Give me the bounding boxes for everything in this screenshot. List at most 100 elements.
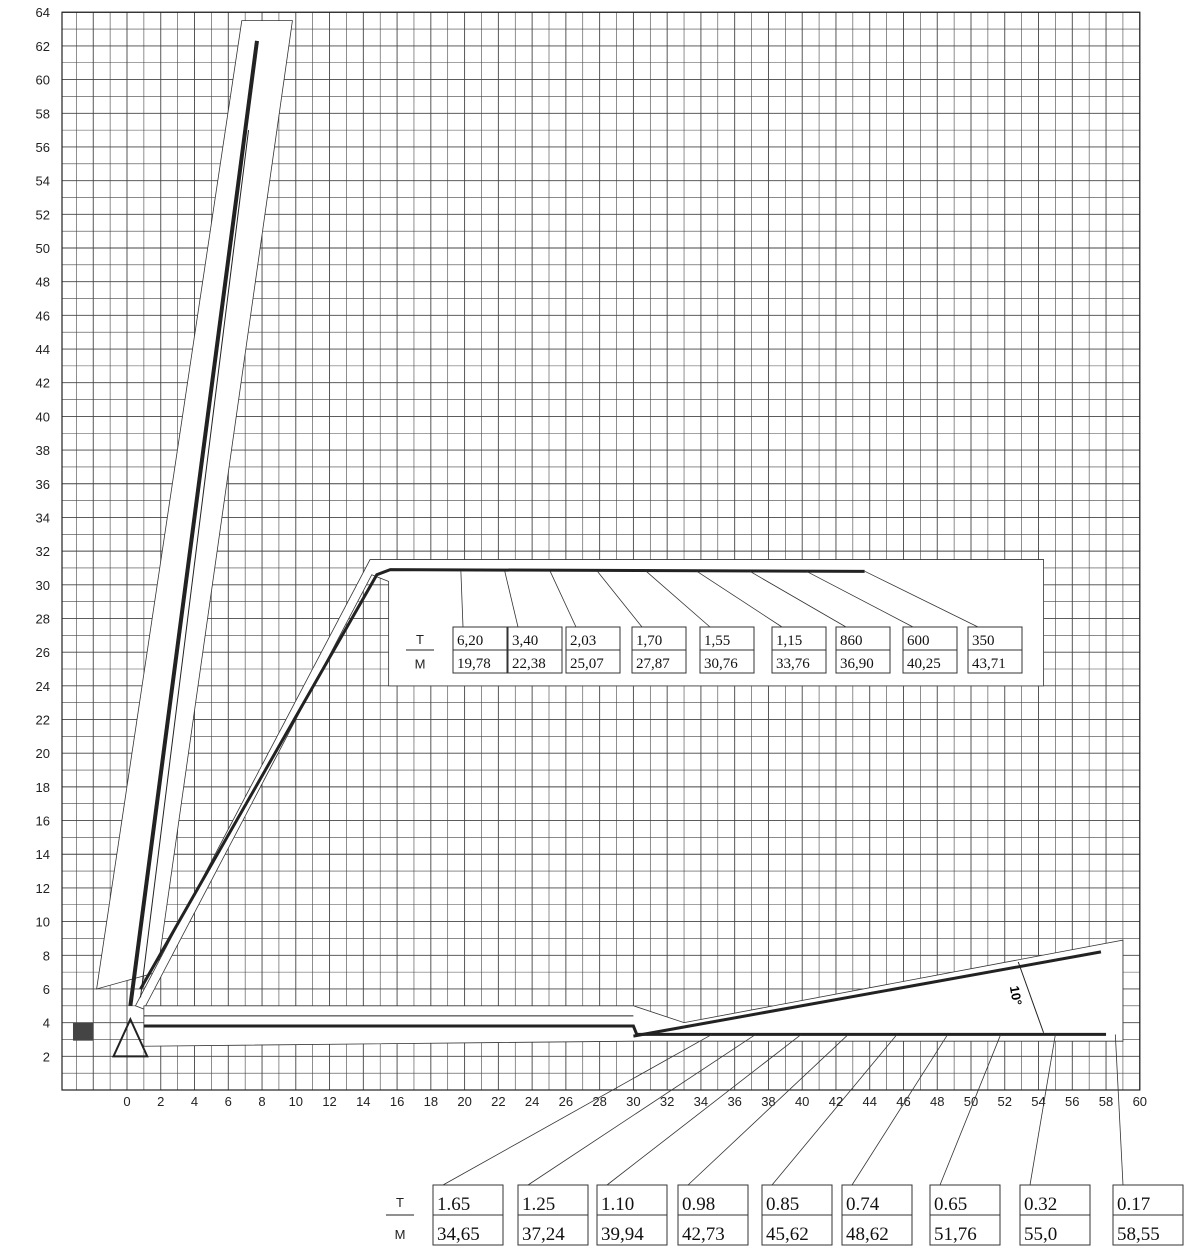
y-tick-label: 14 xyxy=(36,847,50,862)
upper-load-table-leader-line xyxy=(864,570,979,628)
boom-lower-horizontal xyxy=(143,1024,1107,1036)
table-row-label-m: M xyxy=(395,1227,406,1242)
x-tick-label: 52 xyxy=(998,1094,1012,1109)
lower-load-table-load-value: 1.65 xyxy=(437,1194,470,1215)
y-tick-label: 48 xyxy=(36,275,50,290)
upper-load-table-load-value: 1,55 xyxy=(704,633,730,649)
upper-load-table-load-value: 350 xyxy=(972,633,995,649)
upper-load-table-leader-line xyxy=(645,571,711,628)
boom-raised-10deg xyxy=(633,950,1102,1038)
upper-load-table-load-value: 2,03 xyxy=(570,633,596,649)
lower-load-table-reach-value: 48,62 xyxy=(846,1224,889,1245)
x-tick-label: 18 xyxy=(424,1094,438,1109)
y-tick-label: 50 xyxy=(36,241,50,256)
lower-load-table-leader-line xyxy=(527,1034,756,1186)
x-tick-label: 24 xyxy=(525,1094,539,1109)
lower-load-table-leader-line xyxy=(851,1034,949,1186)
upper-load-table-reach-value: 30,76 xyxy=(704,656,738,672)
y-tick-label: 2 xyxy=(43,1049,50,1064)
x-tick-label: 0 xyxy=(123,1094,130,1109)
table-row-label-t: T xyxy=(396,1195,404,1210)
x-tick-label: 32 xyxy=(660,1094,674,1109)
y-tick-label: 34 xyxy=(36,510,50,525)
y-tick-label: 62 xyxy=(36,39,50,54)
upper-load-table-load-value: 860 xyxy=(840,633,863,649)
x-tick-label: 8 xyxy=(258,1094,265,1109)
angle-label: 10° xyxy=(1006,984,1025,1007)
y-tick-label: 52 xyxy=(36,207,50,222)
x-tick-label: 20 xyxy=(457,1094,471,1109)
upper-load-table-reach-value: 25,07 xyxy=(570,656,604,672)
plot-frame xyxy=(61,11,1141,1091)
upper-load-table-load-value: 600 xyxy=(907,633,930,649)
upper-load-table-reach-value: 36,90 xyxy=(840,656,874,672)
x-tick-label: 26 xyxy=(559,1094,573,1109)
y-tick-label: 38 xyxy=(36,443,50,458)
x-tick-label: 34 xyxy=(694,1094,708,1109)
y-tick-label: 20 xyxy=(36,746,50,761)
x-tick-label: 42 xyxy=(829,1094,843,1109)
lower-load-table-leader-line xyxy=(939,1034,1002,1186)
y-tick-label: 32 xyxy=(36,544,50,559)
x-tick-label: 14 xyxy=(356,1094,370,1109)
lower-load-table-load-value: 1.25 xyxy=(522,1194,555,1215)
upper-load-table-leader-line xyxy=(460,571,464,628)
lower-load-table-load-value: 0.85 xyxy=(766,1194,799,1215)
y-tick-label: 6 xyxy=(43,982,50,997)
lower-load-table-reach-value: 39,94 xyxy=(601,1224,644,1245)
lower-load-table-reach-value: 51,76 xyxy=(934,1224,977,1245)
x-tick-label: 12 xyxy=(322,1094,336,1109)
x-tick-label: 10 xyxy=(289,1094,303,1109)
y-tick-label: 26 xyxy=(36,645,50,660)
x-tick-label: 60 xyxy=(1133,1094,1147,1109)
table-row-label-t: T xyxy=(416,632,424,647)
y-tick-label: 24 xyxy=(36,679,50,694)
y-tick-label: 28 xyxy=(36,611,50,626)
upper-load-table-load-value: 1,70 xyxy=(636,633,662,649)
x-tick-label: 48 xyxy=(930,1094,944,1109)
x-tick-label: 36 xyxy=(727,1094,741,1109)
y-tick-label: 4 xyxy=(43,1016,50,1031)
upper-load-table-leader-line xyxy=(549,571,577,628)
y-tick-label: 16 xyxy=(36,814,50,829)
upper-load-table-load-value: 3,40 xyxy=(512,633,538,649)
y-tick-label: 42 xyxy=(36,376,50,391)
crane-column xyxy=(111,1016,149,1058)
x-tick-label: 44 xyxy=(862,1094,876,1109)
y-tick-label: 46 xyxy=(36,308,50,323)
upper-load-table-reach-value: 40,25 xyxy=(907,656,941,672)
lower-load-table-leader-line xyxy=(606,1034,802,1186)
upper-load-table-leader-line xyxy=(504,571,519,628)
lower-load-table-reach-value: 42,73 xyxy=(682,1224,725,1245)
y-tick-label: 36 xyxy=(36,477,50,492)
lower-load-table-load-value: 0.74 xyxy=(846,1194,880,1215)
y-tick-label: 60 xyxy=(36,73,50,88)
x-tick-label: 22 xyxy=(491,1094,505,1109)
y-tick-label: 64 xyxy=(36,5,50,20)
lower-load-table-reach-value: 45,62 xyxy=(766,1224,809,1245)
y-tick-label: 56 xyxy=(36,140,50,155)
y-tick-label: 22 xyxy=(36,713,50,728)
y-tick-label: 40 xyxy=(36,409,50,424)
y-tick-label: 8 xyxy=(43,948,50,963)
y-tick-label: 12 xyxy=(36,881,50,896)
lower-load-table-leader-line xyxy=(1029,1034,1056,1186)
crane-base xyxy=(72,1022,93,1041)
angle-arc xyxy=(1017,961,1045,1033)
boom-upper-horizontal xyxy=(139,568,865,990)
upper-load-table-leader-line xyxy=(749,570,847,628)
upper-load-table-reach-value: 33,76 xyxy=(776,656,810,672)
lower-load-table-leader-line xyxy=(442,1034,713,1186)
x-tick-label: 50 xyxy=(964,1094,978,1109)
lower-load-table-leader-line xyxy=(771,1034,898,1186)
y-tick-label: 54 xyxy=(36,174,50,189)
upper-load-table-reach-value: 22,38 xyxy=(512,656,546,672)
lower-load-table-leader-line xyxy=(1114,1034,1124,1186)
lower-load-table-leader-line xyxy=(687,1034,849,1186)
x-tick-label: 40 xyxy=(795,1094,809,1109)
upper-load-table-leader-line xyxy=(806,570,914,628)
boom-envelope xyxy=(143,939,1124,1047)
table-row-label-m: M xyxy=(415,656,426,671)
